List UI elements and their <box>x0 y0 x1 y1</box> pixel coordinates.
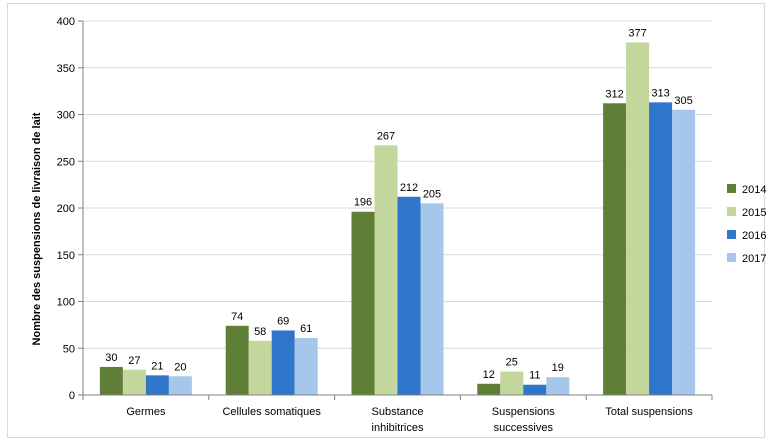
bar-2017 <box>168 376 192 395</box>
legend: 2014 2015 2016 2017 <box>727 184 766 265</box>
chart-frame <box>7 3 765 438</box>
bar-2014 <box>99 366 123 395</box>
bar-2016 <box>397 196 421 395</box>
legend-swatch-2015 <box>727 207 736 216</box>
data-label: 61 <box>300 323 312 335</box>
x-category-labels: Germes Cellules somatiques Substance inhibi… <box>126 406 693 434</box>
data-label: 305 <box>674 95 692 107</box>
bars <box>99 42 696 395</box>
y-tick-label: 100 <box>57 297 75 309</box>
data-label: 69 <box>277 315 289 327</box>
bar-2015 <box>374 145 398 395</box>
data-label: 267 <box>377 130 395 142</box>
y-tick-label: 350 <box>57 63 75 75</box>
data-label: 205 <box>423 188 441 200</box>
data-label: 21 <box>151 360 163 372</box>
bar-2017 <box>294 337 318 395</box>
x-category-label: Total suspensions <box>605 406 693 418</box>
y-tick-label: 400 <box>57 16 75 28</box>
data-label: 20 <box>174 361 186 373</box>
y-axis-label: Nombre des suspensions de livraison de l… <box>31 112 43 345</box>
x-category-label: Germes <box>126 406 166 418</box>
bar-2015 <box>500 371 524 395</box>
y-tick-label: 250 <box>57 156 75 168</box>
data-label: 19 <box>552 362 564 374</box>
y-tick-label: 150 <box>57 250 75 262</box>
y-tick-label: 200 <box>57 203 75 215</box>
data-label: 12 <box>483 369 495 381</box>
legend-label: 2015 <box>742 207 766 219</box>
y-tick-labels: 0 50 100 150 200 250 300 350 400 <box>57 16 75 402</box>
axes <box>82 21 713 400</box>
data-label: 27 <box>128 355 140 367</box>
bar-2016 <box>523 384 547 395</box>
data-label: 58 <box>254 326 266 338</box>
bar-2017 <box>546 377 570 395</box>
data-label: 11 <box>529 370 540 382</box>
bar-2017 <box>672 109 696 395</box>
bar-2014 <box>351 211 375 395</box>
x-category-label: successives <box>494 422 554 434</box>
data-labels: 30 27 21 20 74 58 69 61 196 267 212 205 12 25 11 19 312 3… <box>105 28 693 382</box>
x-category-label: Suspensions <box>492 406 555 418</box>
x-category-label: Substance <box>372 406 424 418</box>
legend-swatch-2016 <box>727 230 736 239</box>
bar-2015 <box>626 42 650 395</box>
y-tick-label: 50 <box>63 343 75 355</box>
bar-2016 <box>271 330 295 395</box>
data-label: 74 <box>231 311 243 323</box>
data-label: 30 <box>105 352 117 364</box>
bar-2015 <box>248 340 272 395</box>
legend-swatch-2014 <box>727 184 736 193</box>
legend-swatch-2017 <box>727 253 736 262</box>
y-tick-label: 0 <box>69 390 75 402</box>
legend-label: 2017 <box>742 253 766 265</box>
bar-2015 <box>122 369 146 395</box>
bar-2014 <box>603 103 627 395</box>
data-label: 212 <box>400 182 418 194</box>
data-label: 25 <box>506 357 518 369</box>
data-label: 313 <box>651 87 669 99</box>
x-category-label: Cellules somatiques <box>222 406 321 418</box>
data-label: 312 <box>605 88 623 100</box>
x-category-label: inhibitrices <box>372 422 424 434</box>
data-label: 377 <box>628 28 646 40</box>
y-tick-label: 300 <box>57 110 75 122</box>
data-label: 196 <box>354 197 372 209</box>
bar-2017 <box>420 203 444 395</box>
legend-label: 2016 <box>742 230 766 242</box>
legend-label: 2014 <box>742 184 766 196</box>
bar-2016 <box>649 102 673 395</box>
bar-2016 <box>145 375 169 395</box>
bar-2014 <box>477 383 501 395</box>
bar-2014 <box>225 325 249 395</box>
